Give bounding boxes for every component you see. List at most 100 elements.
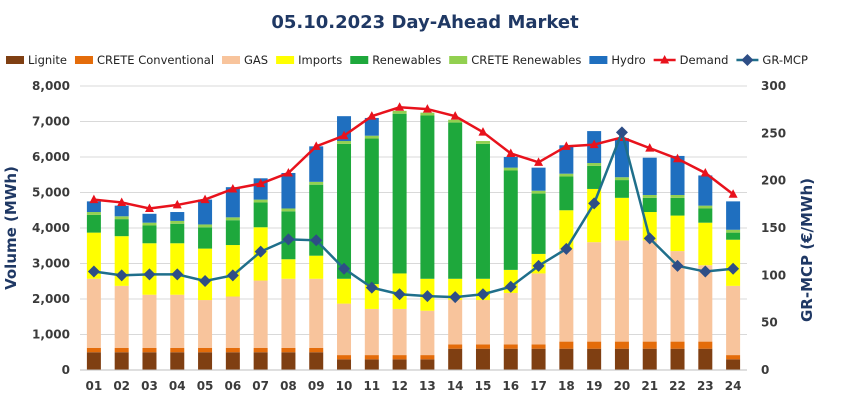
bar-segment-crete-conventional bbox=[309, 347, 324, 353]
x-tick-label: 06 bbox=[225, 379, 242, 393]
bar-segment-crete-conventional bbox=[86, 347, 101, 353]
demand-point bbox=[728, 189, 738, 198]
bar-segment-crete-conventional bbox=[503, 344, 518, 349]
gr-mcp-point bbox=[338, 262, 351, 275]
x-tick-label: 15 bbox=[475, 379, 492, 393]
demand-point bbox=[534, 157, 544, 166]
bar-segment-crete-conventional bbox=[642, 341, 657, 349]
gr-mcp-point bbox=[643, 232, 656, 245]
legend-swatch-gas bbox=[222, 56, 241, 64]
bar-segment-gas bbox=[337, 303, 352, 356]
bar-segment-crete-conventional bbox=[392, 355, 407, 360]
demand-point bbox=[117, 197, 127, 206]
bar-segment-crete-renewables bbox=[309, 181, 324, 185]
bar-segment-renewables bbox=[198, 227, 213, 249]
bar-segment-crete-renewables bbox=[670, 194, 685, 198]
bar-segment-renewables bbox=[726, 232, 741, 240]
bar-segment-crete-renewables bbox=[114, 216, 129, 220]
bar-segment-renewables bbox=[86, 214, 101, 233]
bar-segment-hydro bbox=[281, 172, 296, 209]
bar-segment-renewables bbox=[642, 197, 657, 213]
y2-tick-label: 250 bbox=[761, 126, 786, 140]
bar-segment-lignite bbox=[281, 352, 296, 370]
bar-segment-crete-renewables bbox=[614, 177, 629, 181]
bar-segment-gas bbox=[614, 240, 629, 342]
demand-line bbox=[93, 106, 734, 210]
legend-label-gas: GAS bbox=[244, 53, 268, 67]
bar-segment-gas bbox=[670, 251, 685, 342]
gr-mcp-point bbox=[87, 265, 100, 278]
bar-segment-crete-renewables bbox=[420, 112, 435, 116]
bar-segment-hydro bbox=[337, 116, 352, 142]
bar-segment-crete-conventional bbox=[170, 347, 185, 353]
y2-axis-label: GR-MCP (€/MWh) bbox=[798, 178, 816, 322]
legend-marker-demand bbox=[660, 55, 670, 64]
legend-swatch-renewables bbox=[350, 56, 369, 64]
bar-segment-gas bbox=[503, 292, 518, 345]
bar-segment-gas bbox=[198, 300, 213, 348]
y-tick-label: 0 bbox=[62, 363, 70, 377]
bar-segment-crete-conventional bbox=[726, 355, 741, 360]
gr-mcp-point bbox=[115, 269, 128, 282]
bar-segment-gas bbox=[448, 300, 463, 345]
bar-segment-crete-conventional bbox=[698, 341, 713, 349]
demand-point bbox=[700, 167, 710, 177]
demand-point bbox=[172, 199, 182, 209]
y2-tick-label: 200 bbox=[761, 174, 786, 188]
bar-segment-lignite bbox=[86, 352, 101, 370]
legend-label-imports: Imports bbox=[298, 53, 342, 67]
bar-segment-imports bbox=[198, 248, 213, 301]
x-tick-label: 22 bbox=[669, 379, 686, 393]
gr-mcp-point bbox=[171, 268, 184, 281]
legend-label-demand: Demand bbox=[680, 53, 729, 67]
bar-segment-crete-renewables bbox=[475, 141, 490, 144]
bar-segment-renewables bbox=[337, 143, 352, 279]
bar-segment-crete-conventional bbox=[614, 341, 629, 349]
gr-mcp-point bbox=[365, 281, 378, 294]
gr-mcp-point bbox=[504, 280, 517, 293]
y2-tick-label: 150 bbox=[761, 221, 786, 235]
bar-segment-crete-renewables bbox=[726, 229, 741, 233]
legend-label-gr-mcp: GR-MCP bbox=[762, 53, 808, 67]
bar-segment-gas bbox=[698, 265, 713, 342]
bar-segment-gas bbox=[642, 240, 657, 342]
gr-mcp-point bbox=[310, 234, 323, 247]
bar-segment-crete-conventional bbox=[364, 355, 379, 360]
bar-segment-gas bbox=[170, 294, 185, 348]
bar-segment-hydro bbox=[531, 167, 546, 191]
legend: Lignite CRETE Conventional GAS Imports Renew… bbox=[6, 53, 808, 67]
gr-mcp-point bbox=[615, 126, 628, 139]
x-tick-label: 07 bbox=[252, 379, 269, 393]
gr-mcp-point bbox=[282, 233, 295, 246]
bar-segment-gas bbox=[225, 296, 240, 348]
bar-segment-renewables bbox=[392, 113, 407, 274]
gr-mcp-point bbox=[199, 275, 212, 288]
bar-segment-lignite bbox=[448, 348, 463, 370]
x-tick-label: 13 bbox=[419, 379, 436, 393]
x-tick-label: 19 bbox=[586, 379, 603, 393]
x-tick-label: 20 bbox=[614, 379, 631, 393]
bar-segment-crete-renewables bbox=[448, 119, 463, 123]
bar-segment-imports bbox=[642, 212, 657, 241]
bar-segment-crete-renewables bbox=[698, 205, 713, 209]
chart-title: 05.10.2023 Day-Ahead Market bbox=[271, 12, 579, 33]
bar-segment-crete-conventional bbox=[448, 344, 463, 349]
bar-segment-crete-renewables bbox=[587, 163, 602, 166]
bar-segment-gas bbox=[114, 285, 129, 348]
bar-segment-imports bbox=[337, 278, 352, 304]
bar-segment-lignite bbox=[309, 352, 324, 370]
bar-segment-crete-renewables bbox=[531, 190, 546, 194]
bar-segment-renewables bbox=[225, 220, 240, 246]
gr-mcp-point bbox=[143, 268, 156, 281]
bar-segment-hydro bbox=[170, 212, 185, 221]
x-tick-label: 23 bbox=[697, 379, 714, 393]
x-tick-label: 04 bbox=[169, 379, 186, 393]
gr-mcp-point bbox=[560, 242, 573, 255]
bar-segment-imports bbox=[364, 284, 379, 309]
bar-segment-crete-renewables bbox=[503, 167, 518, 171]
bar-segment-lignite bbox=[614, 348, 629, 370]
bar-segment-gas bbox=[531, 273, 546, 345]
demand-point bbox=[311, 141, 321, 150]
axes: 0 1,000 2,000 3,000 4,000 5,000 6,000 7,000 8,00… bbox=[32, 79, 786, 393]
